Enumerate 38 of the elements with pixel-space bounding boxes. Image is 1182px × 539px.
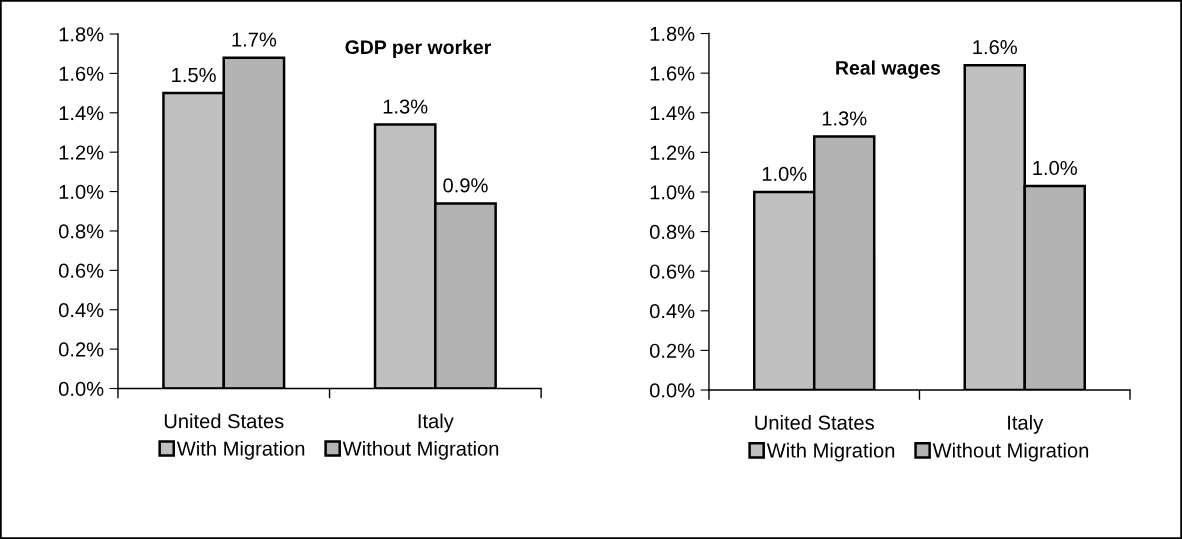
x-tick-label: United States bbox=[755, 415, 874, 430]
x-tick-label: Italy bbox=[418, 413, 454, 433]
y-tick-label: 0.4% bbox=[649, 304, 695, 319]
y-tick-label: 1.6% bbox=[650, 66, 695, 81]
y-tick-label: 1.6% bbox=[59, 66, 104, 81]
data-label: 1.3% bbox=[383, 99, 428, 114]
y-tick-label: 0.6% bbox=[58, 263, 104, 278]
data-label: 1.6% bbox=[973, 40, 1017, 55]
data-label: 1.7% bbox=[232, 32, 277, 47]
x-tick-label: United States bbox=[164, 413, 284, 429]
y-tick-label: 0.4% bbox=[58, 302, 104, 318]
y-tick-label: 1.0% bbox=[650, 185, 695, 200]
data-label: 0.9% bbox=[443, 178, 488, 193]
data-label: 1.0% bbox=[1033, 160, 1077, 176]
y-tick-label: 1.2% bbox=[650, 145, 695, 160]
legend-label: Without Migration bbox=[932, 442, 1089, 462]
y-tick-label: 1.0% bbox=[59, 184, 104, 200]
y-tick-label: 0.6% bbox=[649, 264, 695, 279]
y-tick-label: 0.0% bbox=[58, 381, 104, 397]
chart-title: GDP per worker bbox=[345, 39, 491, 58]
y-tick-label: 0.0% bbox=[649, 383, 695, 398]
y-tick-label: 1.2% bbox=[59, 145, 104, 160]
y-tick-label: 1.4% bbox=[59, 106, 104, 121]
legend-label: With Migration bbox=[766, 442, 895, 462]
text: Real wages bbox=[836, 60, 941, 79]
y-tick-label: 1.4% bbox=[650, 106, 695, 121]
y-tick-label: 1.8% bbox=[650, 26, 695, 42]
y-tick-label: 0.2% bbox=[649, 343, 695, 358]
data-label: 1.0% bbox=[762, 166, 807, 182]
legend-label: Without Migration bbox=[342, 440, 499, 460]
y-tick-label: 0.2% bbox=[58, 342, 104, 357]
legend-label: With Migration bbox=[176, 440, 305, 460]
data-label: 1.3% bbox=[822, 111, 867, 126]
y-tick-label: 0.8% bbox=[58, 224, 104, 239]
y-tick-label: 0.8% bbox=[649, 224, 695, 240]
data-label: 1.5% bbox=[172, 68, 216, 83]
y-tick-label: 1.8% bbox=[59, 27, 104, 42]
x-tick-label: Italy bbox=[1008, 415, 1044, 434]
